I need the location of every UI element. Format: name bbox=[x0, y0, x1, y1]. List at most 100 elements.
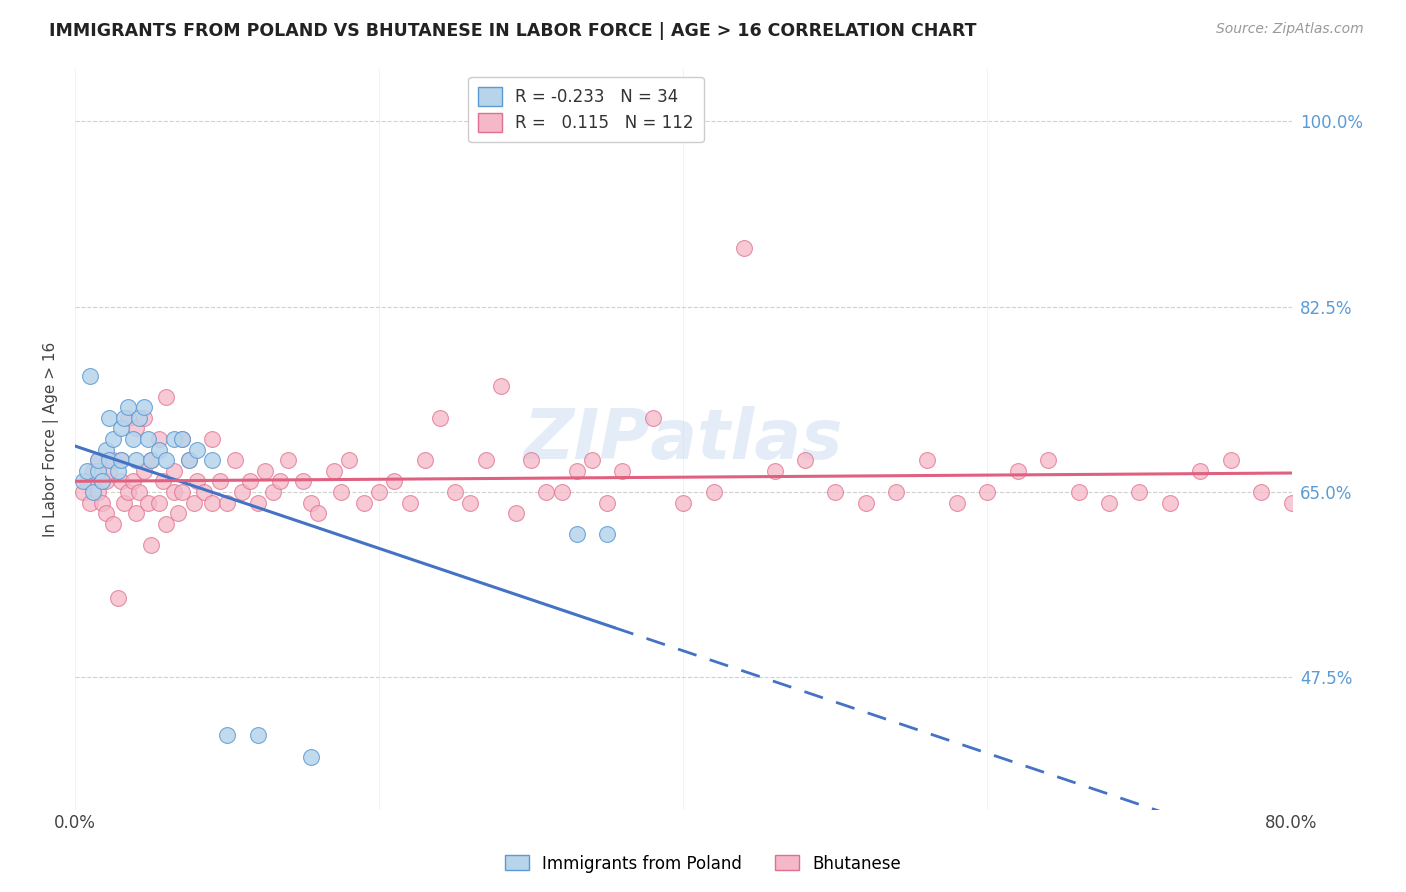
Point bbox=[87, 464, 110, 478]
Text: ZIP​atlas: ZIP​atlas bbox=[523, 406, 844, 473]
Point bbox=[117, 401, 139, 415]
Point bbox=[413, 453, 436, 467]
Point bbox=[97, 410, 120, 425]
Point bbox=[444, 485, 467, 500]
Point bbox=[1219, 453, 1241, 467]
Point bbox=[299, 495, 322, 509]
Point bbox=[1250, 485, 1272, 500]
Point bbox=[460, 495, 482, 509]
Point bbox=[110, 475, 132, 489]
Point bbox=[536, 485, 558, 500]
Point bbox=[110, 421, 132, 435]
Point bbox=[550, 485, 572, 500]
Point bbox=[307, 506, 329, 520]
Point bbox=[128, 410, 150, 425]
Point bbox=[763, 464, 786, 478]
Point bbox=[110, 453, 132, 467]
Point bbox=[132, 401, 155, 415]
Point bbox=[94, 442, 117, 457]
Point bbox=[139, 538, 162, 552]
Point bbox=[217, 495, 239, 509]
Point bbox=[322, 464, 344, 478]
Point bbox=[72, 485, 94, 500]
Point bbox=[1038, 453, 1060, 467]
Point bbox=[82, 485, 104, 500]
Point bbox=[672, 495, 695, 509]
Point bbox=[368, 485, 391, 500]
Point bbox=[429, 410, 451, 425]
Point bbox=[97, 453, 120, 467]
Point bbox=[91, 495, 114, 509]
Point bbox=[217, 728, 239, 742]
Point bbox=[231, 485, 253, 500]
Point bbox=[224, 453, 246, 467]
Point bbox=[277, 453, 299, 467]
Point bbox=[246, 728, 269, 742]
Point bbox=[565, 464, 588, 478]
Point bbox=[1189, 464, 1212, 478]
Point bbox=[152, 475, 174, 489]
Point bbox=[107, 464, 129, 478]
Point bbox=[596, 495, 619, 509]
Point bbox=[139, 453, 162, 467]
Point bbox=[337, 453, 360, 467]
Point bbox=[170, 432, 193, 446]
Point bbox=[170, 485, 193, 500]
Point bbox=[112, 410, 135, 425]
Point bbox=[101, 516, 124, 531]
Point bbox=[107, 591, 129, 605]
Point bbox=[155, 390, 177, 404]
Point bbox=[565, 527, 588, 541]
Point bbox=[474, 453, 496, 467]
Point bbox=[76, 475, 98, 489]
Point bbox=[824, 485, 846, 500]
Point bbox=[201, 453, 224, 467]
Point bbox=[72, 475, 94, 489]
Point bbox=[183, 495, 205, 509]
Point bbox=[76, 464, 98, 478]
Point bbox=[262, 485, 284, 500]
Point bbox=[520, 453, 543, 467]
Point bbox=[94, 506, 117, 520]
Point bbox=[101, 453, 124, 467]
Point bbox=[201, 495, 224, 509]
Point bbox=[179, 453, 201, 467]
Point bbox=[915, 453, 938, 467]
Text: Source: ZipAtlas.com: Source: ZipAtlas.com bbox=[1216, 22, 1364, 37]
Point bbox=[733, 242, 755, 256]
Point bbox=[946, 495, 969, 509]
Point bbox=[79, 495, 101, 509]
Point bbox=[254, 464, 277, 478]
Point bbox=[179, 453, 201, 467]
Point bbox=[148, 495, 170, 509]
Point bbox=[167, 506, 190, 520]
Point bbox=[163, 432, 186, 446]
Point bbox=[163, 464, 186, 478]
Point bbox=[1159, 495, 1181, 509]
Point bbox=[1067, 485, 1090, 500]
Point bbox=[208, 475, 231, 489]
Point bbox=[122, 432, 145, 446]
Point bbox=[155, 516, 177, 531]
Point bbox=[1281, 495, 1303, 509]
Point bbox=[139, 453, 162, 467]
Point bbox=[132, 410, 155, 425]
Point bbox=[246, 495, 269, 509]
Point bbox=[186, 475, 208, 489]
Point bbox=[581, 453, 603, 467]
Point bbox=[79, 368, 101, 383]
Point bbox=[884, 485, 907, 500]
Point bbox=[136, 432, 159, 446]
Point bbox=[855, 495, 877, 509]
Point bbox=[193, 485, 215, 500]
Y-axis label: In Labor Force | Age > 16: In Labor Force | Age > 16 bbox=[44, 342, 59, 537]
Point bbox=[94, 475, 117, 489]
Point bbox=[136, 495, 159, 509]
Point bbox=[148, 432, 170, 446]
Point bbox=[641, 410, 664, 425]
Point bbox=[110, 453, 132, 467]
Point bbox=[97, 464, 120, 478]
Point bbox=[489, 379, 512, 393]
Text: IMMIGRANTS FROM POLAND VS BHUTANESE IN LABOR FORCE | AGE > 16 CORRELATION CHART: IMMIGRANTS FROM POLAND VS BHUTANESE IN L… bbox=[49, 22, 977, 40]
Point bbox=[505, 506, 527, 520]
